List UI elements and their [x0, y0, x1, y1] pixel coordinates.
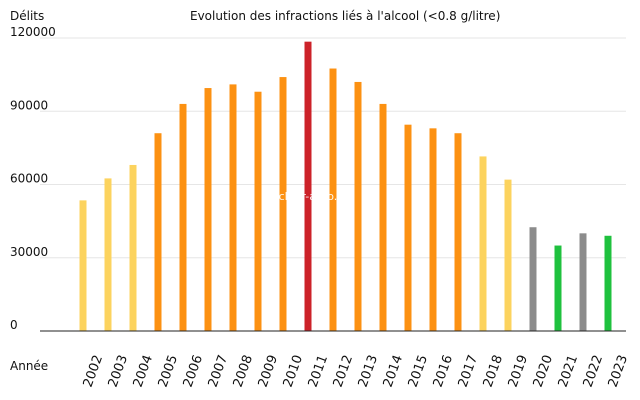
x-tick-label: 2011	[306, 353, 331, 389]
bar-2012	[329, 68, 337, 331]
x-tick-label: 2010	[281, 353, 306, 389]
bar-2010	[279, 77, 287, 331]
x-axis-label: Année	[10, 359, 48, 373]
x-tick-label: 2019	[506, 353, 531, 389]
x-tick-label: 2023	[606, 353, 631, 389]
bar-2009	[254, 91, 262, 331]
y-tick-label: 30000	[10, 245, 48, 259]
x-tick-label: 2015	[406, 353, 431, 389]
y-tick-label: 0	[10, 318, 18, 332]
x-tick-label: 2022	[581, 353, 606, 389]
x-tick-label: 2020	[531, 353, 556, 389]
bar-2022	[579, 233, 587, 331]
bar-2018	[479, 156, 487, 331]
x-tick-label: 2002	[81, 353, 106, 389]
x-tick-label: 2007	[206, 353, 231, 389]
bar-2004	[129, 164, 137, 331]
bar-2014	[379, 103, 387, 331]
y-tick-label: 60000	[10, 172, 48, 186]
x-tick-label: 2021	[556, 353, 581, 389]
y-tick-label: 90000	[10, 98, 48, 112]
x-tick-label: 2008	[231, 353, 256, 389]
bar-2005	[154, 133, 162, 331]
bar-2017	[454, 133, 462, 331]
y-tick-label: 120000	[10, 25, 56, 39]
y-tick-labels: 0 30000 60000 90000 120000	[10, 25, 56, 332]
bar-2016	[429, 128, 437, 331]
bar-2019	[504, 179, 512, 331]
chart-title: Evolution des infractions liés à l'alcoo…	[190, 9, 500, 23]
x-tick-labels: 2002 2003 2004 2005 2006 2007 2008 2009 2010 2011…	[81, 353, 631, 389]
x-tick-label: 2018	[481, 353, 506, 389]
x-tick-label: 2004	[131, 353, 156, 389]
x-tick-label: 2009	[256, 353, 281, 389]
watermark: Fichier-auto.fr	[270, 190, 346, 203]
bar-2023	[604, 235, 612, 331]
x-tick-label: 2005	[156, 353, 181, 389]
bar-2006	[179, 103, 187, 331]
x-tick-label: 2006	[181, 353, 206, 389]
x-tick-label: 2017	[456, 353, 481, 389]
bar-2020	[529, 227, 537, 331]
bar-2021	[554, 245, 562, 331]
bar-2007	[204, 88, 212, 331]
bar-2015	[404, 124, 412, 331]
y-axis-label: Délits	[10, 9, 44, 23]
x-tick-label: 2003	[106, 353, 131, 389]
bars	[79, 41, 612, 332]
bar-2013	[354, 81, 362, 331]
bar-2011	[304, 41, 312, 331]
x-tick-label: 2016	[431, 353, 456, 389]
bar-2008	[229, 84, 237, 332]
x-tick-label: 2013	[356, 353, 381, 389]
bar-2002	[79, 200, 87, 331]
x-tick-label: 2012	[331, 353, 356, 389]
bar-2003	[104, 178, 112, 331]
x-tick-label: 2014	[381, 353, 406, 389]
